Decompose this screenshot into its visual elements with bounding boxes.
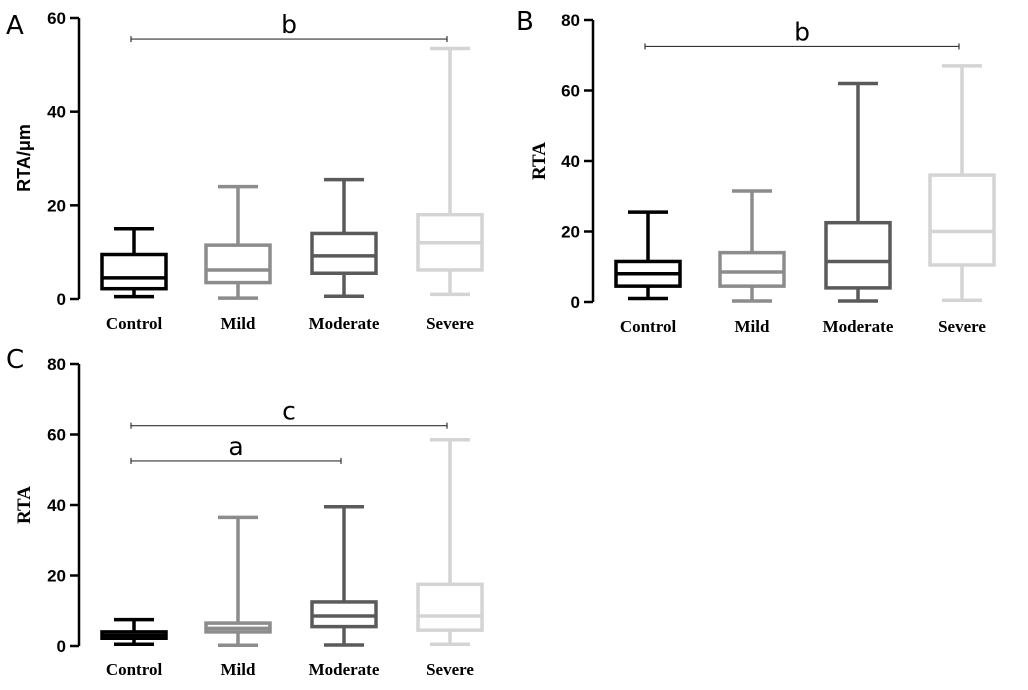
panel-letter: A [6, 11, 24, 41]
y-tick-label: 0 [571, 293, 580, 312]
category-label: Severe [426, 314, 474, 333]
y-axis-label: RTA [529, 142, 550, 180]
box-severe [928, 64, 996, 302]
box-iqr [100, 252, 168, 291]
box-severe [416, 438, 484, 646]
box-moderate [310, 177, 378, 298]
box-control [614, 210, 682, 301]
y-axis-label: RTA [14, 486, 35, 524]
category-label: Control [106, 660, 163, 679]
category-label: Control [106, 314, 163, 333]
y-tick-label: 0 [57, 290, 66, 309]
significance-label: c [282, 397, 296, 426]
category-label: Severe [938, 317, 986, 336]
box-moderate [310, 505, 378, 647]
significance-bracket: c [130, 397, 448, 429]
box-control [100, 617, 168, 646]
y-tick-label: 20 [47, 567, 66, 586]
panel-letter: B [516, 7, 534, 37]
category-label: Control [620, 317, 677, 336]
category-label: Moderate [309, 660, 380, 679]
panel-letter: C [6, 345, 24, 375]
significance-label: b [794, 17, 810, 46]
box-iqr [310, 231, 378, 275]
y-tick-label: 80 [561, 11, 580, 30]
category-label: Mild [221, 314, 256, 333]
box-iqr [718, 250, 786, 288]
box-moderate [824, 81, 892, 303]
y-tick-label: 40 [561, 152, 580, 171]
y-tick-label: 80 [47, 355, 66, 374]
category-label: Mild [735, 317, 770, 336]
significance-bracket: b [130, 10, 448, 43]
y-tick-label: 40 [47, 103, 66, 122]
panel-c: C 0 20 40 60 80 RTA Control Mild Moderate Severe a c [6, 345, 484, 679]
box-iqr [204, 243, 272, 285]
y-axis-label: RTA/μm [14, 124, 34, 192]
category-label: Severe [426, 660, 474, 679]
y-tick-label: 40 [47, 496, 66, 515]
significance-bracket: b [644, 17, 960, 50]
y-tick-label: 60 [47, 426, 66, 445]
significance-bracket: a [130, 432, 342, 464]
y-tick-label: 60 [561, 82, 580, 101]
box-mild [718, 189, 786, 303]
y-tick-label: 20 [47, 196, 66, 215]
y-tick-label: 60 [47, 9, 66, 28]
category-label: Moderate [309, 314, 380, 333]
category-label: Moderate [823, 317, 894, 336]
panel-a: A 0 20 40 60 RTA/μm Control Mild Moderate Severe b [6, 9, 484, 333]
box-iqr [416, 582, 484, 632]
box-mild [204, 184, 272, 300]
box-iqr [824, 220, 892, 290]
significance-label: b [281, 10, 297, 39]
box-iqr [310, 600, 378, 629]
significance-label: a [228, 432, 243, 461]
box-iqr [928, 173, 996, 267]
box-severe [416, 46, 484, 297]
category-label: Mild [221, 660, 256, 679]
box-control [100, 227, 168, 299]
box-mild [204, 515, 272, 648]
panel-b: B 0 20 40 60 80 RTA Control Mild Moderate Severe b [516, 7, 996, 336]
y-tick-label: 0 [57, 637, 66, 656]
y-tick-label: 20 [561, 223, 580, 242]
